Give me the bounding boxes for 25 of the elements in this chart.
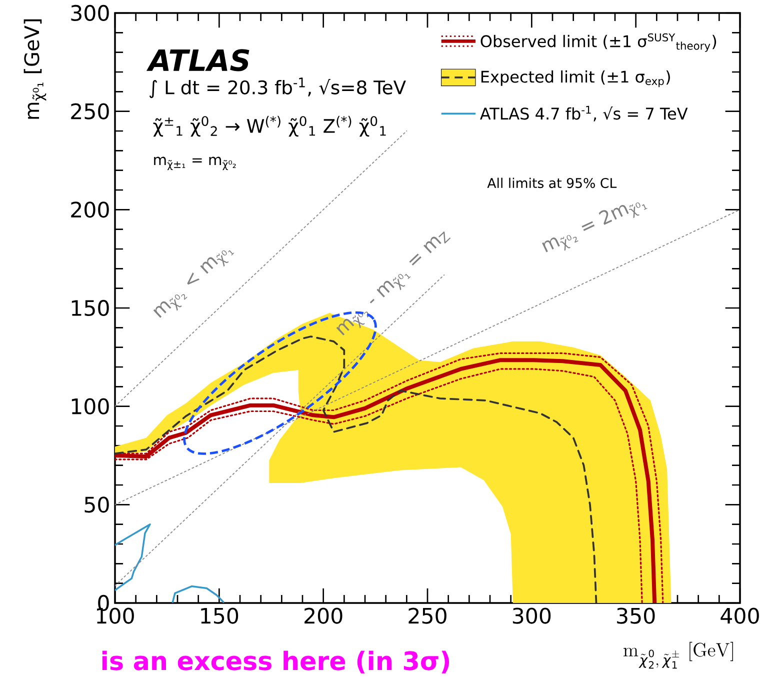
y-tick-label: 300	[71, 4, 109, 22]
x-tick-label: 300	[512, 608, 551, 624]
y-tick-label: 50	[84, 496, 109, 513]
x-tick-label: 350	[617, 608, 655, 624]
annotation: m$_{χ̃±₁}$ = m$_{χ̃⁰₂}$	[154, 156, 236, 170]
annotation: m$_{χ̃⁰₂}$ = 2m$_{χ̃⁰₁}$	[542, 202, 648, 252]
y-tick-label: 200	[71, 202, 109, 218]
annotation: ATLAS	[146, 49, 250, 72]
text: χ̃$^{±}$$_{1}$ χ̃$^{0}$$_{2}$ → W$^{(*)}$ χ̃$^{0}$$_{1}$ Z$^{(*)}$ χ̃$^{0}$1	[153, 116, 386, 137]
y-tick-label: 100	[72, 398, 109, 414]
annotation: ∫ L dt = 20.3 fb$^{-1}$, √s=8 TeV	[149, 78, 406, 98]
x-tick-label: 200	[304, 608, 342, 624]
x-tick-label: 250	[408, 608, 446, 624]
annotation: m$_{χ̃⁰₂}$ < m$_{χ̃⁰₁}$	[153, 250, 234, 318]
legend-label: Observed limit (±1 σ$^{SUSY}$$_{theory}$)	[480, 33, 716, 52]
annotation: All limits at 95% CL	[487, 178, 617, 188]
text: is an excess here (in 3σ)	[102, 650, 450, 674]
y-tick-label: 150	[72, 300, 109, 316]
y-tick-label: 250	[71, 103, 109, 120]
x-axis-title: $\mathrm{m}_{\tilde{\chi}^{0}_{2},\,\tilde{\chi}^{\pm}_{1}}\ [\mathrm{GeV}]$	[624, 642, 733, 669]
y-axis-title: m$_{χ̃⁰₁}$ [GeV]	[24, 19, 46, 119]
x-tick-label: 400	[720, 608, 759, 624]
legend-label: ATLAS 4.7 fb$^{-1}$, √s = 7 TeV	[480, 106, 688, 122]
legend-label: Expected limit (±1 σ$_{exp}$)	[481, 70, 670, 88]
x-tick-label: 150	[201, 608, 238, 624]
